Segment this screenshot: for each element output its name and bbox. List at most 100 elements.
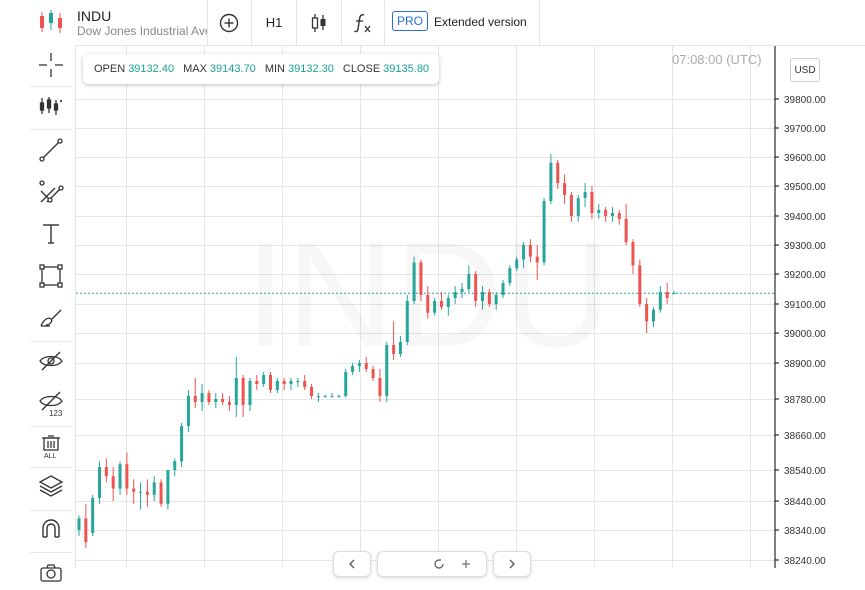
candle <box>624 204 628 245</box>
candle <box>214 393 218 408</box>
candle-body <box>528 245 532 257</box>
candle-body <box>323 396 327 397</box>
symbol-name[interactable]: Dow Jones Industrial Average <box>77 24 207 38</box>
candle <box>528 239 532 263</box>
candle-body <box>255 381 259 384</box>
candle-body <box>453 292 457 298</box>
candle <box>248 378 252 411</box>
currency-button[interactable]: USD <box>790 58 820 82</box>
trend-line-icon <box>39 138 63 162</box>
candle <box>227 396 231 411</box>
pro-badge[interactable]: PRO <box>392 11 429 31</box>
reset-icon <box>434 559 444 569</box>
symbol-ticker[interactable]: INDU <box>77 8 112 24</box>
layers-tool[interactable] <box>32 469 70 505</box>
candle-body <box>494 295 498 304</box>
candle <box>426 286 430 319</box>
candle-body <box>330 396 334 397</box>
candle <box>268 372 272 393</box>
indicators-fx-button[interactable] <box>343 0 383 45</box>
candles-icon <box>311 13 326 32</box>
close-value: 39135.80 <box>383 63 430 75</box>
brush-icon <box>40 309 62 327</box>
candle-body <box>139 491 143 493</box>
chevron-right-icon <box>509 559 515 569</box>
price-axis-label: 39200.00 <box>784 270 826 281</box>
price-axis-label: 38240.00 <box>784 556 826 567</box>
candle <box>535 245 539 280</box>
candle <box>522 242 526 269</box>
candle <box>563 174 567 204</box>
indicators-tool[interactable] <box>32 88 70 124</box>
candle <box>665 283 669 304</box>
candle-body <box>159 482 163 504</box>
candle-body <box>98 467 102 498</box>
candle <box>91 494 95 536</box>
candle <box>296 378 300 387</box>
price-axis-label: 39300.00 <box>784 241 826 252</box>
camera-icon <box>40 564 62 582</box>
candle <box>344 369 348 398</box>
zoom-controls[interactable] <box>377 551 487 577</box>
candle-body <box>77 518 81 530</box>
chart-type-button[interactable] <box>298 0 340 45</box>
candle-body <box>610 213 614 216</box>
candle-body <box>289 381 293 384</box>
price-axis-label: 38900.00 <box>784 359 826 370</box>
crosshair-tool[interactable] <box>32 47 70 83</box>
candle <box>631 239 635 274</box>
camera-tool[interactable] <box>32 554 70 590</box>
hide-labels-tool[interactable]: 123 <box>32 385 70 421</box>
magnet-tool[interactable] <box>32 512 70 548</box>
chevron-left-icon <box>349 559 355 569</box>
candle <box>282 378 286 390</box>
candle-body <box>590 192 594 213</box>
price-axis-label: 39100.00 <box>784 300 826 311</box>
candle-body <box>378 378 382 396</box>
scroll-left-button[interactable] <box>333 551 371 577</box>
svg-text:ALL: ALL <box>44 453 57 459</box>
candle <box>542 198 546 266</box>
candle-body <box>439 301 443 307</box>
candle-body <box>118 464 122 489</box>
scroll-right-button[interactable] <box>493 551 531 577</box>
candle-body <box>631 242 635 266</box>
candle-body <box>234 378 238 405</box>
add-symbol-button[interactable] <box>208 0 250 45</box>
price-axis-label: 39400.00 <box>784 212 826 223</box>
price-chart[interactable]: INDU 39800.0039700.0039600.0039500.00394… <box>76 46 865 568</box>
magnet-icon <box>42 519 60 538</box>
hide-drawings-tool[interactable] <box>32 343 70 379</box>
candle-body <box>412 262 416 301</box>
candle-body <box>583 192 587 198</box>
candle <box>549 154 553 204</box>
candle-body <box>125 464 129 489</box>
candle-body <box>665 292 669 298</box>
trend-line-tool[interactable] <box>32 132 70 168</box>
candle-body <box>214 399 218 402</box>
text-tool[interactable] <box>32 216 70 252</box>
open-value: 39132.40 <box>128 63 175 75</box>
candle <box>173 458 177 477</box>
candle <box>569 192 573 222</box>
brush-tool[interactable] <box>32 300 70 336</box>
candle <box>658 286 662 313</box>
candle-body <box>563 183 567 195</box>
min-value: 39132.30 <box>287 63 334 75</box>
layers-icon <box>38 475 64 497</box>
candle-body <box>481 292 485 301</box>
extended-version-link[interactable]: Extended version <box>434 15 527 29</box>
timeframe-button[interactable]: H1 <box>265 15 283 30</box>
candle <box>357 360 361 372</box>
pitchfork-tool[interactable] <box>32 174 70 210</box>
close-label: CLOSE <box>342 63 381 75</box>
candle-body <box>617 213 621 219</box>
left-toolbar: 123 ALL <box>0 45 76 582</box>
candle-body <box>303 381 307 387</box>
candle-body <box>672 293 676 295</box>
candle-body <box>152 482 156 495</box>
delete-all-tool[interactable]: ALL <box>32 428 70 464</box>
candle-body <box>392 345 396 354</box>
rectangle-tool[interactable] <box>32 258 70 294</box>
candle-body <box>268 375 272 390</box>
